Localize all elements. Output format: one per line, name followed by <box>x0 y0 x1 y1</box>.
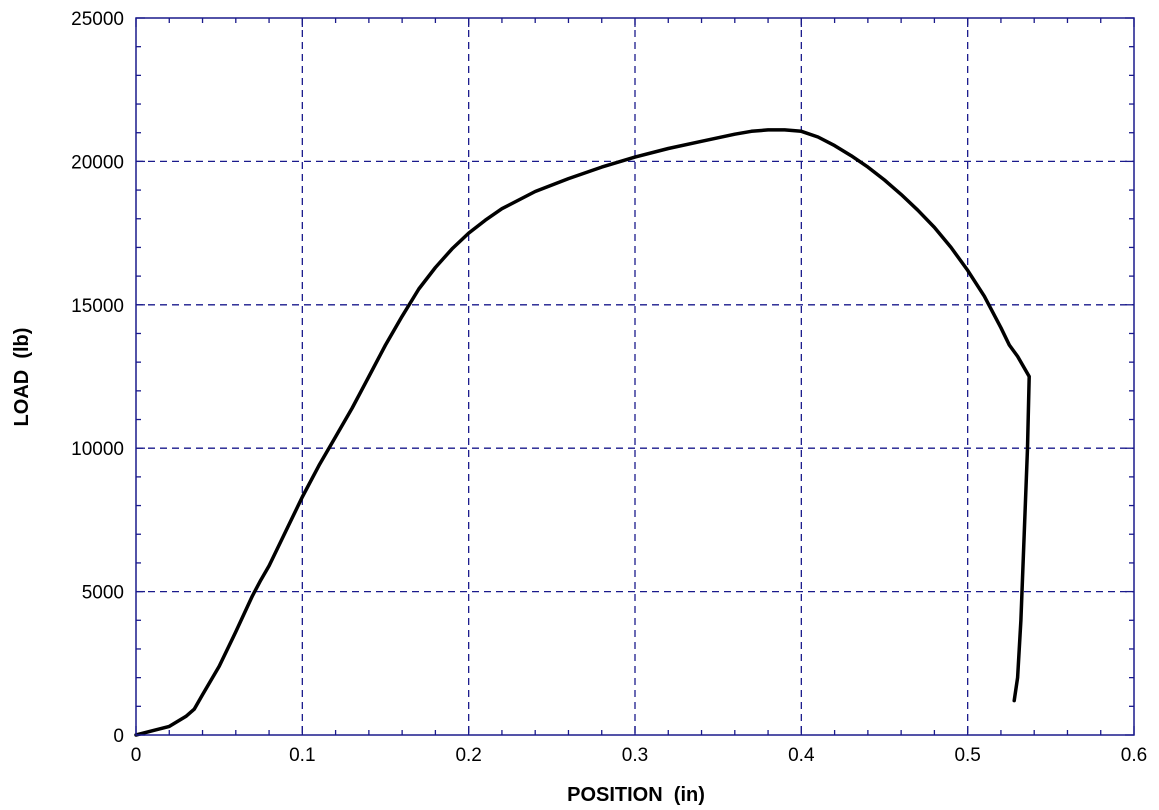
y-tick-label: 25000 <box>71 9 124 30</box>
y-tick-label: 5000 <box>82 583 124 604</box>
axis-ticks <box>135 17 1135 736</box>
y-tick-label: 0 <box>113 726 124 747</box>
grid-lines <box>136 18 1134 735</box>
x-tick-label: 0 <box>131 745 142 766</box>
series-line-load <box>134 128 1031 737</box>
y-tick-labels: 0 5000 10000 15000 20000 25000 <box>71 9 124 747</box>
x-tick-labels: 0 0.1 0.2 0.3 0.4 0.5 0.6 <box>131 745 1148 766</box>
x-tick-label: 0.2 <box>455 745 481 766</box>
y-axis-title: LOAD (lb) <box>11 328 33 427</box>
x-tick-label: 0.5 <box>954 745 980 766</box>
x-tick-label: 0.4 <box>788 745 815 766</box>
x-tick-label: 0.3 <box>622 745 648 766</box>
y-tick-label: 20000 <box>71 152 124 173</box>
x-tick-label: 0.1 <box>289 745 315 766</box>
y-tick-label: 15000 <box>71 296 124 317</box>
y-tick-label: 10000 <box>71 439 124 460</box>
x-axis-title: POSITION (in) <box>567 784 705 806</box>
x-tick-label: 0.6 <box>1121 745 1147 766</box>
plot-frame <box>135 17 1135 736</box>
